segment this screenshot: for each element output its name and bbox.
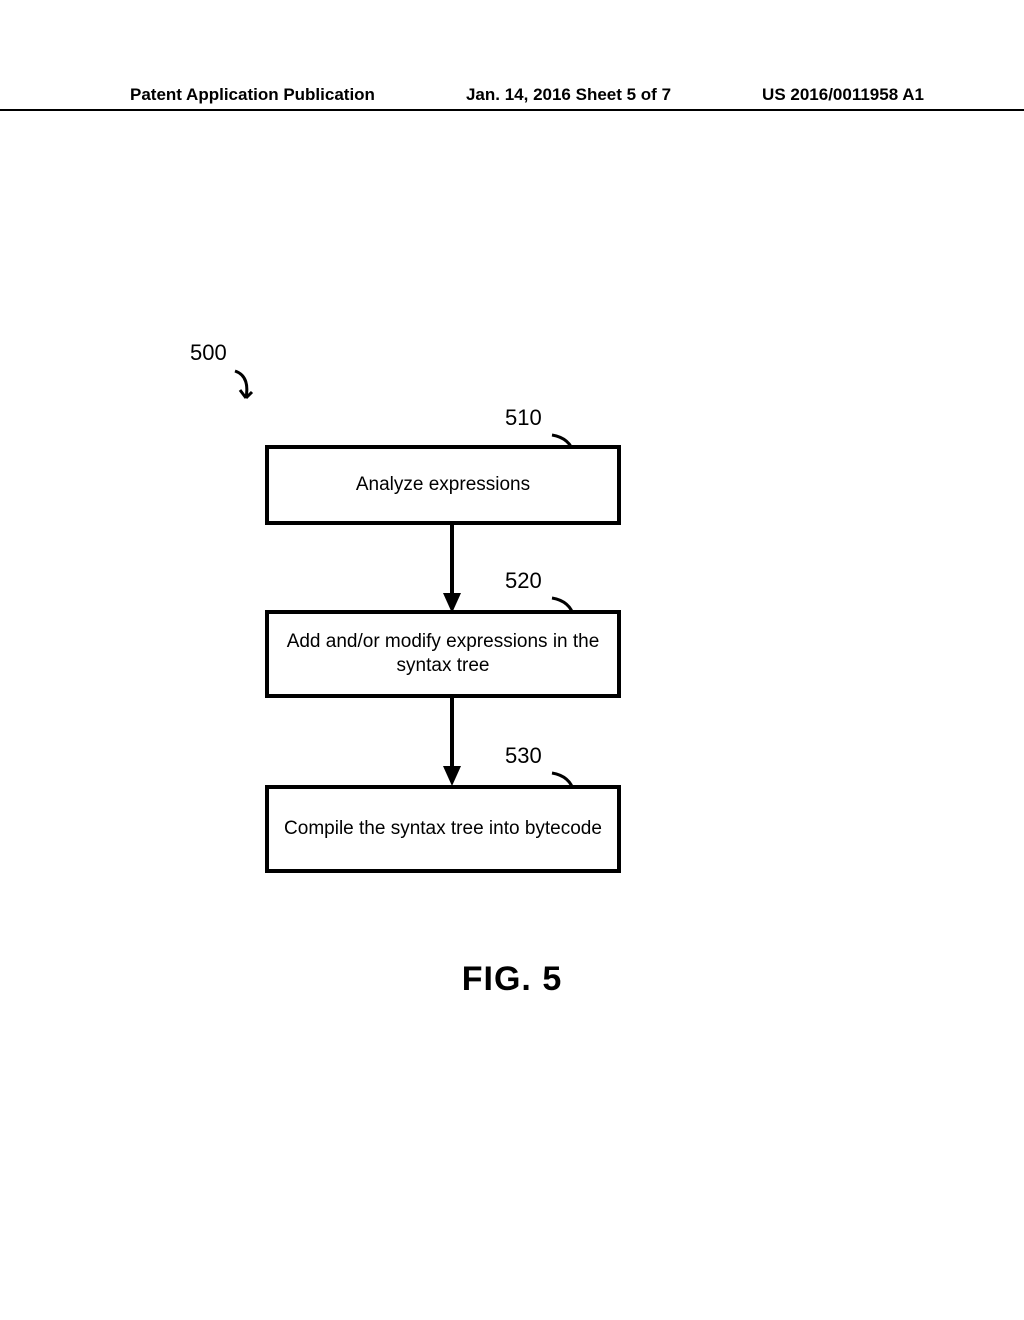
step-text: Add and/or modify expressions in the syn… bbox=[281, 630, 605, 678]
reference-number-520: 520 bbox=[505, 568, 542, 594]
procedure-number-500: 500 bbox=[190, 340, 227, 366]
leader-arrow-500 bbox=[232, 368, 262, 410]
header-right: US 2016/0011958 A1 bbox=[762, 85, 924, 105]
reference-number-530: 530 bbox=[505, 743, 542, 769]
flowchart-step-510: Analyze expressions bbox=[265, 445, 621, 525]
header-left: Patent Application Publication bbox=[130, 85, 375, 105]
step-text: Compile the syntax tree into bytecode bbox=[284, 817, 602, 841]
flowchart-step-520: Add and/or modify expressions in the syn… bbox=[265, 610, 621, 698]
flowchart-step-530: Compile the syntax tree into bytecode bbox=[265, 785, 621, 873]
page-header: Patent Application Publication Jan. 14, … bbox=[0, 85, 1024, 111]
flow-arrow-1 bbox=[441, 525, 463, 615]
step-text: Analyze expressions bbox=[356, 473, 530, 497]
reference-number-510: 510 bbox=[505, 405, 542, 431]
header-center: Jan. 14, 2016 Sheet 5 of 7 bbox=[466, 85, 671, 105]
figure-caption: FIG. 5 bbox=[0, 960, 1024, 999]
flow-arrow-2 bbox=[441, 698, 463, 788]
